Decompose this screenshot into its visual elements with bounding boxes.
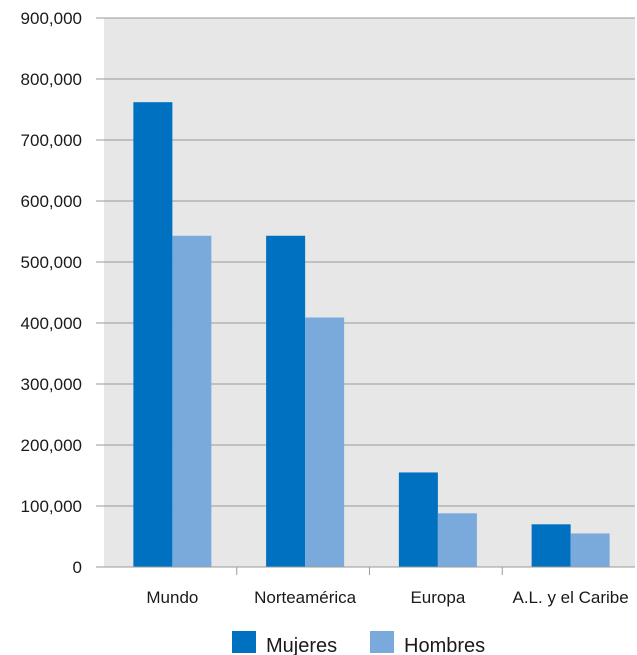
y-tick-label: 400,000 [21,314,82,333]
y-tick-label: 600,000 [21,192,82,211]
x-tick-label: Mundo [146,588,198,607]
x-axis: Mundo Norteamérica Europa A.L. y el Caribe [146,567,629,607]
bar-hombres-0 [172,235,212,567]
bar-mujeres-2 [398,472,438,567]
bar-mujeres-1 [266,235,306,567]
legend-swatch-hombres [370,631,394,653]
y-tick-label: 100,000 [21,497,82,516]
legend-label-mujeres: Mujeres [266,635,337,655]
bar-hombres-3 [570,533,610,567]
y-tick-label: 700,000 [21,131,82,150]
y-axis: 0 100,000 200,000 300,000 400,000 500,000 600,… [21,9,104,577]
y-tick-label: 900,000 [21,9,82,28]
x-tick-label: A.L. y el Caribe [513,588,629,607]
x-tick-label: Norteamérica [254,588,357,607]
bar-hombres-1 [305,317,345,567]
legend-label-hombres: Hombres [404,635,485,655]
y-tick-label: 800,000 [21,70,82,89]
bars [133,102,610,568]
bar-mujeres-3 [531,524,571,567]
bar-mujeres-0 [133,102,173,568]
legend: Mujeres Hombres [232,631,485,655]
bar-hombres-2 [437,513,477,567]
y-tick-label: 0 [73,558,82,577]
y-tick-label: 300,000 [21,375,82,394]
y-tick-label: 500,000 [21,253,82,272]
legend-swatch-mujeres [232,631,256,653]
x-tick-label: Europa [410,588,465,607]
y-tick-label: 200,000 [21,436,82,455]
